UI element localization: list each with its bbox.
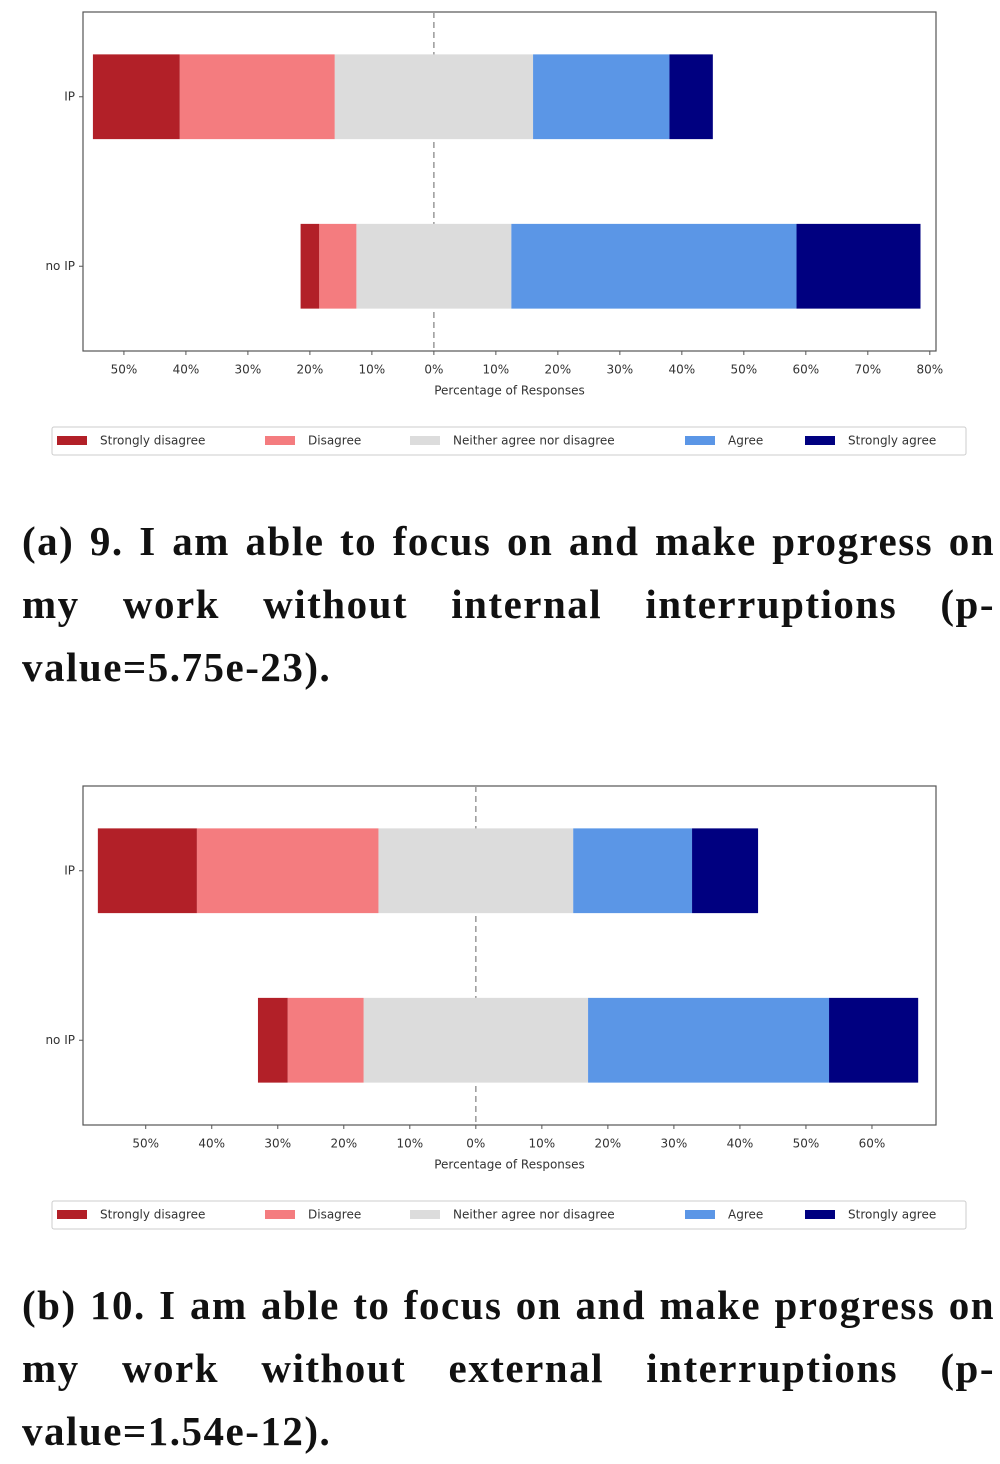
plot-area	[82, 785, 937, 1126]
y-tick-label: no IP	[45, 1033, 75, 1047]
legend-label: Disagree	[308, 1208, 361, 1222]
x-tick-label: 30%	[235, 363, 262, 377]
y-tick-label: IP	[64, 89, 75, 103]
legend-swatch	[265, 436, 295, 445]
bar-segment	[196, 828, 379, 914]
bar-segment	[573, 828, 693, 914]
x-tick-label: 40%	[727, 1137, 754, 1151]
x-tick-label: 20%	[545, 363, 572, 377]
legend-swatch	[57, 436, 87, 445]
legend-swatch	[57, 1210, 87, 1219]
x-tick-label: 50%	[793, 1137, 820, 1151]
x-tick-label: 10%	[359, 363, 386, 377]
bar-segment	[179, 54, 335, 140]
x-tick-label: 10%	[529, 1137, 556, 1151]
legend-swatch	[805, 436, 835, 445]
legend-swatch	[265, 1210, 295, 1219]
legend-box	[51, 426, 967, 456]
figure-b: 50% 40% 30% 20% 10% 0% 10% 20% 30% 40% 50% 60% Perce…	[0, 774, 1000, 1244]
x-axis-label: Percentage of Responses	[434, 384, 585, 398]
x-tick-label: 0%	[466, 1137, 485, 1151]
chart: 50% 40% 30% 20% 10% 0% 10% 20% 30% 40% 50% 60% 70% 80…	[45, 11, 967, 456]
bar-segment	[588, 997, 830, 1083]
caption: (b) 10. I am able to focus on and make p…	[22, 1282, 995, 1454]
x-tick-label: 50%	[730, 363, 757, 377]
x-tick-label: 0%	[424, 363, 443, 377]
bar-segment	[287, 997, 364, 1083]
legend-label: Neither agree nor disagree	[453, 1208, 615, 1222]
x-tick-label: 20%	[330, 1137, 357, 1151]
legend-swatch	[685, 1210, 715, 1219]
bar-segment	[692, 828, 759, 914]
plot-area	[82, 11, 937, 352]
x-tick-label: 70%	[854, 363, 881, 377]
bar-segment	[356, 223, 512, 309]
bar-segment	[829, 997, 919, 1083]
chart: 50% 40% 30% 20% 10% 0% 10% 20% 30% 40% 50% 60% Perce…	[45, 785, 967, 1230]
legend-label: Disagree	[308, 434, 361, 448]
x-tick-label: 30%	[264, 1137, 291, 1151]
bar-segment	[363, 997, 589, 1083]
y-tick-label: no IP	[45, 259, 75, 273]
bar-segment	[319, 223, 357, 309]
x-tick-label: 50%	[111, 363, 138, 377]
figure-a: 50% 40% 30% 20% 10% 0% 10% 20% 30% 40% 50% 60% 70% 80…	[0, 0, 1000, 470]
x-tick-label: 40%	[173, 363, 200, 377]
legend-swatch	[410, 1210, 440, 1219]
legend-label: Agree	[728, 1208, 763, 1222]
legend-label: Strongly agree	[848, 434, 936, 448]
bar-segment	[796, 223, 921, 309]
bar-segment	[257, 997, 288, 1083]
bar-segment	[378, 828, 574, 914]
x-tick-label: 30%	[661, 1137, 688, 1151]
caption: (a) 9. I am able to focus on and make pr…	[22, 518, 995, 690]
bar-segment	[92, 54, 180, 140]
x-tick-label: 80%	[916, 363, 943, 377]
bar-segment	[97, 828, 197, 914]
bar-segment	[669, 54, 713, 140]
legend-swatch	[685, 436, 715, 445]
legend-label: Agree	[728, 434, 763, 448]
bar-segment	[334, 54, 534, 140]
bar-segment	[300, 223, 320, 309]
legend-label: Neither agree nor disagree	[453, 434, 615, 448]
legend-swatch	[805, 1210, 835, 1219]
y-tick-label: IP	[64, 863, 75, 877]
x-tick-label: 50%	[132, 1137, 159, 1151]
legend-label: Strongly disagree	[100, 434, 205, 448]
x-axis-label: Percentage of Responses	[434, 1158, 585, 1172]
x-tick-label: 30%	[607, 363, 634, 377]
bar-segment	[533, 54, 670, 140]
x-tick-label: 40%	[668, 363, 695, 377]
legend-box	[51, 1200, 967, 1230]
bar-segment	[511, 223, 797, 309]
x-tick-label: 40%	[198, 1137, 225, 1151]
x-tick-label: 10%	[396, 1137, 423, 1151]
x-tick-label: 20%	[297, 363, 324, 377]
x-tick-label: 60%	[859, 1137, 886, 1151]
legend-label: Strongly disagree	[100, 1208, 205, 1222]
legend-swatch	[410, 436, 440, 445]
x-tick-label: 60%	[792, 363, 819, 377]
x-tick-label: 20%	[595, 1137, 622, 1151]
x-tick-label: 10%	[483, 363, 510, 377]
legend-label: Strongly agree	[848, 1208, 936, 1222]
